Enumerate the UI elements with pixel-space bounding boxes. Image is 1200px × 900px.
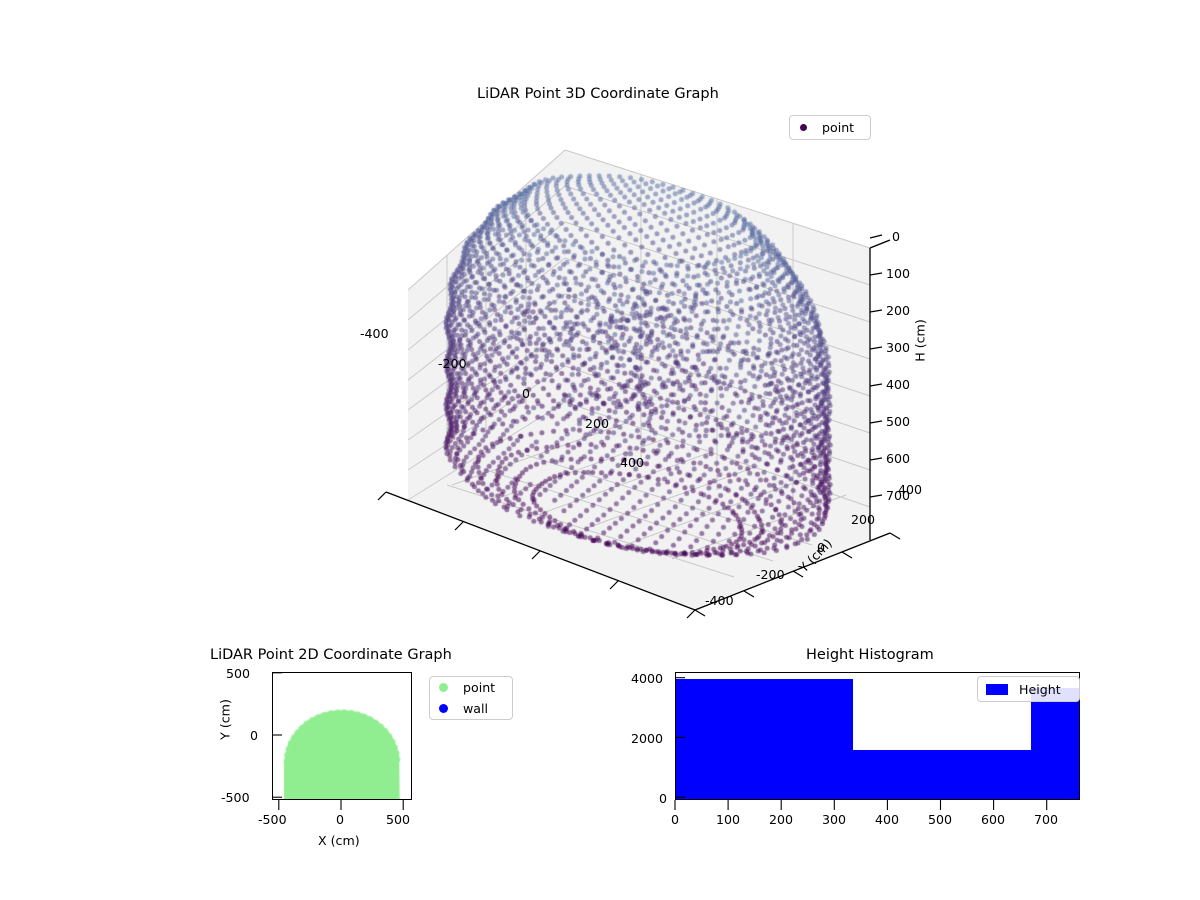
axis2d-x-label: X (cm) [318, 833, 360, 848]
legend-3d-entry-point[interactable]: point [790, 116, 870, 139]
axis3d-z-tick-1: 100 [886, 266, 910, 281]
axis3d-x-tick-0: -400 [360, 326, 389, 341]
axis2d-y-tick-1: 0 [250, 728, 258, 743]
legend-2d-entry-wall[interactable]: wall [439, 701, 512, 716]
matplotlib-figure: LiDAR Point 3D Coordinate Graph [0, 0, 1200, 900]
axis2d-x-tick-0: -500 [258, 812, 287, 827]
histogram-bar [1031, 688, 1079, 799]
axes-hist-ytick-marks [665, 666, 685, 806]
axis2d-y-tick-0: -500 [221, 790, 250, 805]
point-cloud-3d [330, 140, 950, 640]
axis3d-z-tick-4: 400 [886, 377, 910, 392]
axis-hist-x-tick-1: 100 [716, 812, 740, 827]
legend-3d-label-point: point [822, 120, 854, 135]
axis-hist-y-tick-2: 4000 [631, 671, 663, 686]
axis3d-x-tick-3: 200 [585, 416, 609, 431]
axis3d-z-tick-2: 200 [886, 303, 910, 318]
legend-2d-label-wall: wall [463, 701, 488, 716]
legend-3d[interactable]: point [789, 115, 871, 140]
axis3d-x-tick-1: -200 [438, 356, 467, 371]
legend-histogram[interactable]: Height [977, 676, 1080, 702]
legend-2d-entry-point[interactable]: point [439, 680, 512, 695]
legend-hist-label-height: Height [1019, 682, 1061, 697]
axes-2d-ytick-marks [262, 666, 282, 806]
axis3d-y-tick-3: 200 [851, 512, 875, 527]
point-cloud-2d [273, 673, 411, 799]
axis-hist-x-tick-0: 0 [671, 812, 679, 827]
axis3d-x-tick-4: 400 [620, 455, 644, 470]
axis3d-x-tick-2: 0 [522, 386, 530, 401]
panel-hist-title: Height Histogram [806, 647, 934, 663]
axis-hist-x-tick-4: 400 [875, 812, 899, 827]
axis2d-x-tick-1: 0 [336, 812, 344, 827]
axis3d-z-label: H (cm) [913, 316, 928, 366]
axis3d-z-tick-5: 500 [886, 414, 910, 429]
axis-hist-x-tick-6: 600 [981, 812, 1005, 827]
axis2d-y-tick-2: 500 [226, 666, 250, 681]
wall-marker-icon [439, 704, 448, 713]
height-bar-swatch-icon [986, 684, 1008, 695]
axis3d-z-tick-3: 300 [886, 340, 910, 355]
histogram-bar [676, 679, 853, 799]
axis2d-y-label: Y (cm) [218, 695, 233, 745]
axes-2d [272, 672, 412, 800]
axis-hist-x-tick-7: 700 [1034, 812, 1058, 827]
axis-hist-x-tick-5: 500 [928, 812, 952, 827]
panel-2d-title: LiDAR Point 2D Coordinate Graph [210, 647, 452, 663]
legend-2d[interactable]: point wall [429, 676, 513, 720]
axis3d-y-tick-1: -200 [756, 567, 785, 582]
axis-hist-y-tick-1: 2000 [631, 731, 663, 746]
point-marker-icon [439, 683, 448, 692]
axis-hist-x-tick-2: 200 [769, 812, 793, 827]
axis3d-z-tick-6: 600 [886, 451, 910, 466]
point-marker-icon [800, 124, 807, 131]
axis3d-z-tick-7: 700 [886, 488, 910, 503]
axis3d-y-tick-0: -400 [705, 593, 734, 608]
axis3d-z-tick-0: 0 [892, 229, 900, 244]
legend-hist-entry-height[interactable]: Height [978, 677, 1079, 701]
panel-3d-title: LiDAR Point 3D Coordinate Graph [477, 86, 719, 102]
axis-hist-y-tick-0: 0 [659, 791, 667, 806]
axes-3d: -400 -200 0 200 400 -400 -200 0 200 400 … [330, 140, 950, 640]
histogram-bar [853, 750, 1031, 799]
axis2d-x-tick-2: 500 [386, 812, 410, 827]
axis-hist-x-tick-3: 300 [822, 812, 846, 827]
legend-2d-label-point: point [463, 680, 495, 695]
